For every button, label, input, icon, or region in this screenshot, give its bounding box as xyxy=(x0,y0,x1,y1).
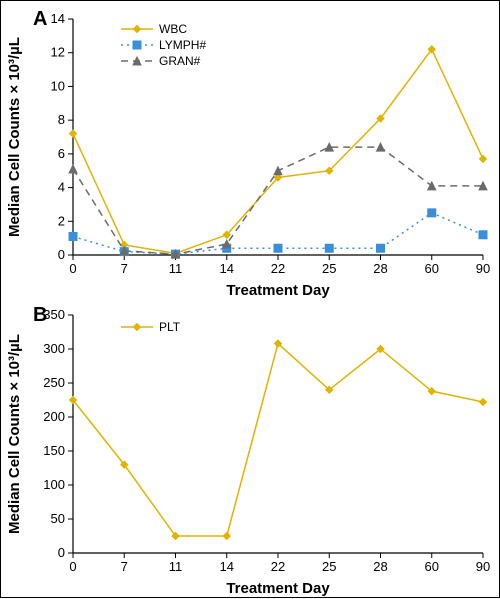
svg-text:200: 200 xyxy=(43,409,65,424)
svg-text:25: 25 xyxy=(322,261,336,276)
svg-text:8: 8 xyxy=(58,112,65,127)
svg-text:60: 60 xyxy=(425,261,439,276)
chart-a: 0 2 4 6 8 10 12 14 0 7 11 14 22 25 28 60 90 Treatment Day… xyxy=(1,1,500,301)
svg-text:7: 7 xyxy=(121,261,128,276)
figure: 0 2 4 6 8 10 12 14 0 7 11 14 22 25 28 60 90 Treatment Day… xyxy=(0,0,500,598)
svg-text:GRAN#: GRAN# xyxy=(159,54,201,68)
svg-text:14: 14 xyxy=(51,11,65,26)
svg-text:7: 7 xyxy=(121,559,128,574)
svg-text:14: 14 xyxy=(220,559,234,574)
svg-text:14: 14 xyxy=(220,261,234,276)
svg-text:0: 0 xyxy=(69,559,76,574)
svg-text:WBC: WBC xyxy=(159,22,187,36)
svg-text:60: 60 xyxy=(425,559,439,574)
svg-text:Median Cell Counts × 10³/µL: Median Cell Counts × 10³/µL xyxy=(6,334,23,534)
svg-text:B: B xyxy=(33,304,47,326)
svg-text:250: 250 xyxy=(43,375,65,390)
svg-text:28: 28 xyxy=(373,559,387,574)
svg-text:22: 22 xyxy=(271,559,285,574)
svg-text:PLT: PLT xyxy=(159,320,181,334)
svg-text:Treatment Day: Treatment Day xyxy=(226,282,330,299)
svg-text:Treatment Day: Treatment Day xyxy=(226,580,330,597)
svg-text:90: 90 xyxy=(476,559,490,574)
chart-b: 0501001502002503003500711142225286090Tre… xyxy=(1,301,500,599)
svg-text:2: 2 xyxy=(58,213,65,228)
svg-text:6: 6 xyxy=(58,146,65,161)
svg-text:28: 28 xyxy=(373,261,387,276)
svg-text:50: 50 xyxy=(51,511,65,526)
svg-text:22: 22 xyxy=(271,261,285,276)
svg-text:11: 11 xyxy=(169,261,183,276)
svg-text:150: 150 xyxy=(43,443,65,458)
svg-text:11: 11 xyxy=(169,559,183,574)
svg-text:0: 0 xyxy=(58,247,65,262)
svg-text:0: 0 xyxy=(69,261,76,276)
svg-text:4: 4 xyxy=(58,180,65,195)
svg-text:25: 25 xyxy=(322,559,336,574)
svg-text:12: 12 xyxy=(51,45,65,60)
svg-text:0: 0 xyxy=(58,545,65,560)
svg-text:300: 300 xyxy=(43,341,65,356)
svg-text:Median Cell Counts × 10³/µL: Median Cell Counts × 10³/µL xyxy=(6,37,23,237)
svg-text:LYMPH#: LYMPH# xyxy=(159,38,206,52)
svg-text:A: A xyxy=(33,8,47,30)
svg-text:10: 10 xyxy=(51,78,65,93)
panel-b: 0501001502002503003500711142225286090Tre… xyxy=(1,301,499,599)
svg-text:90: 90 xyxy=(476,261,490,276)
svg-text:100: 100 xyxy=(43,477,65,492)
panel-a: 0 2 4 6 8 10 12 14 0 7 11 14 22 25 28 60 90 Treatment Day… xyxy=(1,1,499,301)
